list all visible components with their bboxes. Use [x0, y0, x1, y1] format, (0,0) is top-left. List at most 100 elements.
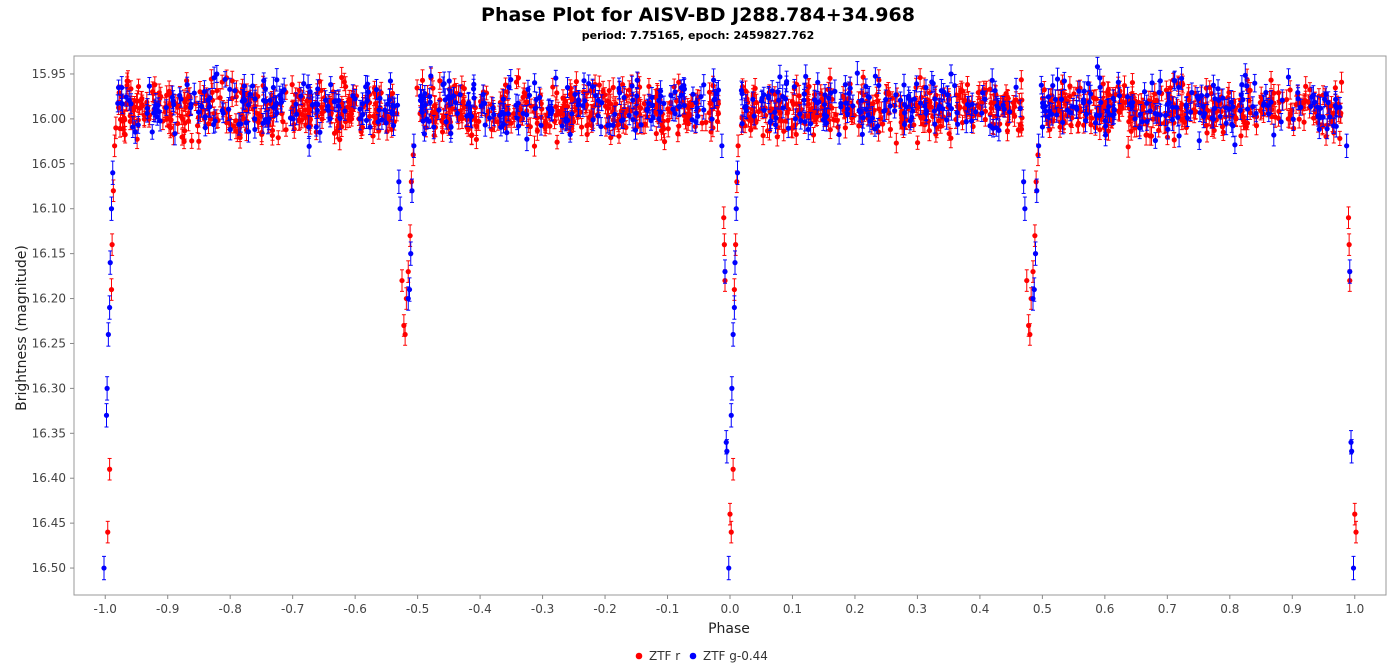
data-point-ztf-r [982, 112, 988, 127]
data-point-ztf-r [461, 80, 467, 97]
data-point-ztf-r [1024, 269, 1030, 292]
data-point-ztf-r [1338, 71, 1345, 93]
data-point-ztf-r [918, 110, 924, 127]
data-point-ztf-r [573, 71, 579, 93]
data-point-ztf-g [515, 94, 521, 112]
data-point-ztf-g [448, 115, 454, 139]
data-point-ztf-g [421, 126, 428, 142]
data-point-ztf-r [860, 69, 866, 85]
y-axis-label: Brightness (magnitude) [14, 245, 30, 411]
data-point-ztf-r [827, 120, 833, 140]
data-point-ztf-r [407, 224, 413, 247]
data-point-ztf-g [306, 115, 312, 139]
data-point-ztf-g [575, 89, 582, 110]
data-point-ztf-g [214, 64, 220, 84]
data-point-ztf-r [341, 72, 347, 92]
data-point-ztf-g [505, 105, 511, 122]
data-point-ztf-r [414, 79, 420, 97]
data-point-ztf-r [914, 135, 921, 150]
data-point-ztf-g [222, 71, 228, 88]
data-point-ztf-r [1128, 121, 1134, 141]
data-point-ztf-r [1171, 131, 1177, 148]
data-point-ztf-r [1091, 90, 1097, 106]
data-point-ztf-g [419, 97, 426, 117]
legend-label-ztf-r: ZTF r [649, 649, 680, 663]
x-tick-label: -0.9 [156, 602, 179, 616]
data-point-ztf-r [842, 117, 848, 139]
data-point-ztf-g [202, 119, 208, 137]
data-point-ztf-g [769, 80, 775, 102]
data-point-ztf-r [733, 233, 739, 256]
data-point-ztf-g [497, 103, 503, 128]
data-point-ztf-g [305, 74, 311, 99]
legend-marker-ztf-g [689, 652, 697, 660]
data-point-ztf-g [457, 84, 463, 105]
data-point-ztf-g [701, 100, 707, 120]
data-point-ztf-r [1068, 116, 1074, 135]
data-point-ztf-r [789, 92, 795, 111]
x-tick-label: -0.1 [656, 602, 679, 616]
data-point-ztf-r [405, 260, 411, 283]
data-point-ztf-r [461, 96, 467, 114]
data-point-ztf-r [108, 278, 115, 301]
data-point-ztf-r [1219, 117, 1226, 136]
data-point-ztf-g [172, 121, 178, 146]
data-point-ztf-g [317, 121, 323, 143]
data-point-ztf-g [693, 110, 699, 133]
data-points [101, 56, 1359, 581]
data-point-ztf-g [436, 100, 442, 120]
data-point-ztf-r [1275, 110, 1282, 127]
data-point-ztf-g [524, 127, 530, 152]
data-point-ztf-r [735, 134, 741, 158]
data-point-ztf-g [315, 79, 321, 99]
data-point-ztf-r [237, 126, 243, 149]
data-point-ztf-r [1337, 130, 1343, 146]
data-point-ztf-g [177, 87, 183, 104]
data-point-ztf-g [201, 80, 208, 103]
data-point-ztf-g [506, 75, 512, 100]
data-point-ztf-g [335, 94, 342, 118]
data-point-ztf-r [437, 71, 443, 90]
data-point-ztf-g [694, 98, 700, 118]
data-point-ztf-r [1057, 116, 1063, 138]
data-point-ztf-g [313, 92, 319, 116]
data-point-ztf-g [592, 84, 599, 107]
data-point-ztf-r [1125, 135, 1131, 158]
data-point-ztf-r [135, 78, 142, 95]
data-point-ztf-g [617, 80, 623, 105]
data-point-ztf-g [442, 88, 448, 112]
data-point-ztf-g [478, 94, 484, 118]
data-point-ztf-g [563, 108, 569, 130]
data-point-ztf-g [385, 94, 391, 114]
data-point-ztf-r [113, 116, 119, 140]
y-tick-label: 16.05 [32, 157, 66, 171]
x-tick-label: 0.2 [845, 602, 864, 616]
data-point-ztf-g [352, 89, 358, 109]
data-point-ztf-r [331, 122, 338, 145]
data-point-ztf-g [144, 104, 150, 123]
data-point-ztf-r [813, 110, 819, 127]
data-point-ztf-g [525, 79, 531, 99]
data-point-ztf-g [241, 73, 247, 99]
data-point-ztf-g [672, 84, 678, 100]
data-point-ztf-g [196, 102, 202, 121]
data-point-ztf-r [887, 121, 894, 138]
data-point-ztf-r [182, 114, 188, 132]
data-point-ztf-r [637, 100, 644, 116]
x-tick-label: -0.4 [468, 602, 491, 616]
data-point-ztf-r [964, 75, 971, 94]
data-point-ztf-g [524, 105, 530, 125]
x-tick-label: 1.0 [1345, 602, 1364, 616]
data-point-ztf-r [1027, 323, 1033, 346]
y-tick-label: 16.15 [32, 247, 66, 261]
data-point-ztf-r [182, 92, 188, 113]
data-point-ztf-g [520, 104, 526, 123]
y-tick-label: 16.00 [32, 112, 66, 126]
data-point-ztf-g [952, 73, 958, 98]
data-point-ztf-g [307, 83, 313, 100]
chart-subtitle: period: 7.75165, epoch: 2459827.762 [582, 29, 815, 42]
data-point-ztf-g [149, 124, 155, 140]
data-point-ztf-r [610, 77, 616, 98]
data-point-ztf-g [859, 123, 865, 145]
data-point-ztf-g [357, 107, 363, 131]
